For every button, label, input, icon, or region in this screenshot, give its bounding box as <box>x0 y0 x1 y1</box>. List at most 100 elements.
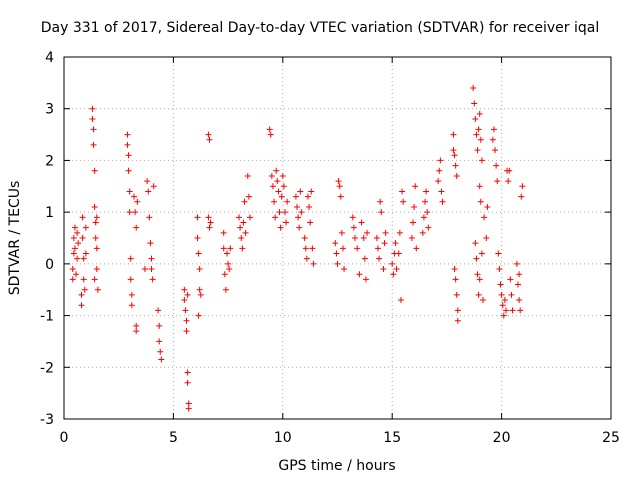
data-point <box>149 276 156 283</box>
y-tick-label: 4 <box>45 50 54 66</box>
data-point <box>471 100 478 107</box>
data-point <box>236 214 243 221</box>
data-point <box>339 245 346 252</box>
data-point <box>82 250 89 257</box>
data-point <box>147 240 154 247</box>
data-point <box>303 255 310 262</box>
data-point <box>501 297 508 304</box>
data-point <box>361 255 368 262</box>
data-point <box>132 209 139 216</box>
data-point <box>197 291 204 298</box>
data-point <box>268 172 275 179</box>
data-point <box>239 245 246 252</box>
data-point <box>206 136 213 143</box>
data-point <box>498 291 505 298</box>
y-tick-label: 3 <box>45 102 54 118</box>
data-point <box>381 240 388 247</box>
data-point <box>507 276 514 283</box>
data-point <box>334 260 341 267</box>
data-point <box>128 291 135 298</box>
y-tick-labels: -3 -2 -1 0 1 2 3 4 <box>40 50 54 428</box>
data-point <box>90 126 97 133</box>
data-point <box>450 147 457 154</box>
data-point <box>450 131 457 138</box>
data-point <box>333 250 340 257</box>
data-point <box>128 302 135 309</box>
data-point <box>156 338 163 345</box>
data-point <box>439 198 446 205</box>
data-point <box>516 271 523 278</box>
data-point <box>360 235 367 241</box>
data-point <box>146 214 153 221</box>
data-point <box>412 183 419 190</box>
data-point <box>78 291 85 298</box>
data-point <box>438 188 445 195</box>
grid-lines <box>64 57 611 419</box>
data-point <box>74 229 81 236</box>
data-point <box>472 240 479 247</box>
data-point <box>497 281 504 288</box>
data-point <box>308 188 315 195</box>
x-tick-label: 20 <box>493 430 511 446</box>
data-point <box>356 271 363 278</box>
data-point <box>451 266 458 273</box>
x-tick-labels: 0 5 10 15 20 25 <box>60 430 620 446</box>
data-point <box>184 379 191 386</box>
data-point <box>352 235 359 241</box>
data-point <box>451 152 458 159</box>
data-point <box>184 369 191 376</box>
data-point <box>69 266 76 273</box>
data-point <box>74 255 81 262</box>
data-point <box>400 198 407 205</box>
data-point <box>477 198 484 205</box>
data-point <box>454 307 461 314</box>
data-point <box>483 235 490 241</box>
data-point <box>274 178 281 185</box>
data-point <box>476 276 483 283</box>
data-point <box>335 178 342 185</box>
data-point <box>207 219 214 226</box>
data-point <box>133 322 140 329</box>
data-point <box>269 183 276 190</box>
data-point <box>131 193 138 200</box>
data-point <box>124 141 131 148</box>
data-point <box>411 203 418 210</box>
data-point <box>275 188 282 195</box>
data-point <box>358 219 365 226</box>
data-point <box>91 167 98 174</box>
data-point <box>376 255 383 262</box>
data-point <box>184 291 191 298</box>
data-point <box>241 198 248 205</box>
data-point <box>71 224 78 231</box>
data-point <box>310 260 317 267</box>
data-point <box>126 209 133 216</box>
data-point <box>490 126 497 133</box>
data-point <box>478 157 485 164</box>
data-point <box>480 297 487 304</box>
data-point <box>133 328 140 335</box>
data-point <box>224 250 231 257</box>
data-point <box>242 229 249 236</box>
x-tick-label: 5 <box>169 430 178 446</box>
data-point <box>493 162 500 169</box>
data-point <box>301 235 308 241</box>
data-point <box>81 286 88 293</box>
data-point <box>155 307 162 314</box>
data-point <box>338 229 345 236</box>
data-point <box>508 291 515 298</box>
data-point <box>437 157 444 164</box>
data-point <box>271 198 278 205</box>
data-point <box>273 167 280 174</box>
data-point <box>125 152 132 159</box>
data-point <box>496 266 503 273</box>
data-point <box>396 229 403 236</box>
data-point <box>272 214 279 221</box>
data-point <box>452 276 459 283</box>
data-point <box>75 240 82 247</box>
data-point <box>144 178 151 185</box>
data-point <box>492 147 499 154</box>
data-points <box>69 85 526 412</box>
data-point <box>393 266 400 273</box>
data-point <box>476 110 483 117</box>
